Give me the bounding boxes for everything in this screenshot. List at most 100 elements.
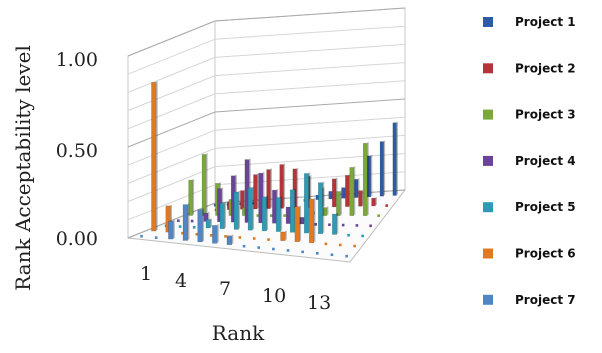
bar [233, 190, 241, 230]
bar-side [217, 224, 219, 243]
bar-side [362, 189, 364, 206]
bar-face [240, 190, 245, 210]
bar-side [192, 179, 195, 215]
bar [219, 202, 226, 229]
bar-face [247, 187, 253, 231]
floor-marker [347, 233, 350, 237]
legend-label: Project 7 [515, 293, 576, 307]
bar [205, 218, 212, 229]
bar [266, 168, 272, 209]
bar-face [197, 209, 203, 243]
legend-label: Project 6 [515, 247, 576, 261]
floor-marker [301, 250, 304, 254]
x-axis-title: Rank [212, 321, 265, 345]
floor-marker [224, 235, 227, 238]
bar [165, 204, 172, 233]
floor-marker [361, 234, 364, 238]
floor-marker [192, 225, 196, 229]
bar-face [318, 182, 323, 235]
bar [371, 197, 377, 207]
bar-side [322, 181, 325, 233]
bar-side [336, 213, 339, 234]
y-axis-title: Rank Acceptability level [11, 45, 35, 291]
x-tick-label: 7 [219, 278, 231, 300]
bar [226, 234, 234, 246]
bar-side [266, 195, 269, 230]
floor-marker [316, 251, 319, 255]
floor-marker [345, 254, 348, 258]
y-gridline [127, 153, 406, 203]
bar-side [375, 197, 377, 205]
floor-marker [328, 223, 331, 227]
floor-marker [341, 223, 345, 227]
floor-marker [140, 234, 143, 238]
floor-marker [177, 219, 180, 222]
bar [358, 189, 364, 207]
floor-marker [181, 231, 184, 235]
bar-face [299, 217, 305, 225]
floor-marker [330, 253, 334, 257]
bar [279, 163, 286, 209]
bar-face [151, 82, 157, 232]
floor-marker [369, 224, 372, 228]
bar-side [210, 218, 212, 228]
bar-face [332, 213, 338, 235]
legend-label: Project 1 [515, 15, 576, 29]
bar-side [257, 173, 259, 208]
bar [201, 153, 208, 216]
bar [203, 212, 210, 222]
bar-side [283, 163, 286, 208]
legend-label: Project 3 [515, 108, 576, 122]
y-tick-label: 0.50 [56, 140, 98, 162]
bar-side [207, 212, 210, 221]
bar [332, 213, 339, 235]
floor-marker [283, 214, 286, 217]
floor-marker [385, 204, 388, 207]
legend-label: Project 4 [515, 154, 576, 168]
bar [182, 203, 190, 241]
bar [379, 140, 386, 197]
bar-side [231, 234, 234, 244]
y-gridline [127, 80, 406, 130]
bar [362, 142, 369, 216]
floor-marker [353, 244, 356, 248]
bar-face [233, 191, 239, 230]
legend-swatch [483, 63, 493, 74]
bar-face [201, 154, 207, 216]
bar-side [296, 167, 299, 207]
bar [308, 198, 316, 244]
bar [318, 181, 325, 235]
bar-face [371, 197, 376, 207]
bar-face [212, 225, 218, 244]
floor-marker [252, 237, 256, 240]
bar-side [280, 196, 283, 231]
bar-face [266, 169, 271, 209]
bar-side [367, 142, 369, 215]
bar-face [253, 174, 258, 210]
floor-marker [269, 214, 273, 217]
bar-side [206, 153, 208, 215]
floor-marker [209, 234, 213, 237]
bar-side [285, 230, 287, 240]
x-tick-label: 1 [140, 263, 152, 285]
y-gridline [127, 25, 406, 75]
x-tick-label: 4 [175, 270, 187, 292]
bar-face [285, 206, 291, 224]
y-gridline [127, 134, 406, 184]
bar-face [322, 207, 328, 216]
bar-side [224, 202, 226, 228]
bar-face [168, 220, 174, 240]
y-gridline [127, 62, 406, 112]
y-gridlines [127, 7, 406, 239]
bar-side [202, 208, 205, 241]
bar-face [379, 141, 384, 197]
floor-marker [256, 214, 260, 217]
bar-side [370, 154, 373, 196]
bar-face [165, 205, 171, 233]
bar-face [188, 179, 193, 216]
bar [261, 195, 269, 232]
bar-face [336, 191, 341, 216]
bar-face [349, 167, 355, 216]
bar-side [238, 190, 241, 229]
